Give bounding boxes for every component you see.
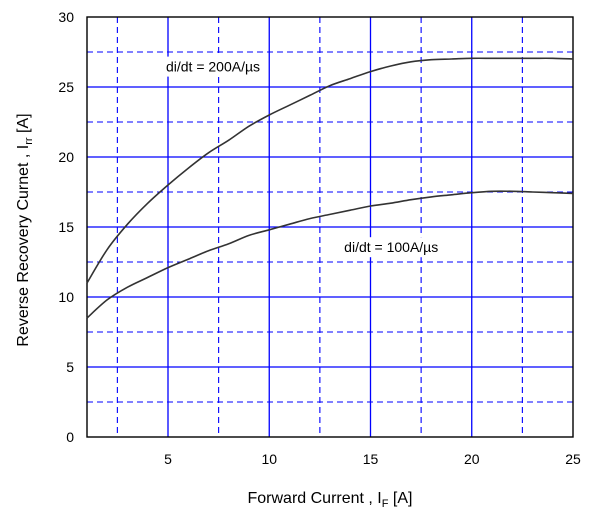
plot-frame <box>86 16 574 438</box>
annotations: di/dt = 200A/µs di/dt = 100A/µs <box>161 56 443 258</box>
y-tick-label: 20 <box>58 149 74 165</box>
y-axis-label: Reverse Recovery Curnet , Irr [A] <box>15 113 35 346</box>
x-tick-label: 15 <box>363 451 379 467</box>
y-tick-label: 25 <box>58 79 74 95</box>
x-tick-label: 25 <box>565 451 581 467</box>
x-tick-label: 10 <box>261 451 277 467</box>
y-tick-label: 30 <box>58 9 74 25</box>
series-line-2 <box>86 190 574 319</box>
tick-labels: 5 10 15 20 25 0 5 10 15 20 25 30 <box>58 9 581 467</box>
y-tick-label: 0 <box>66 429 74 445</box>
series-line-1 <box>86 57 574 284</box>
x-axis-label-subscript: F <box>382 498 389 510</box>
annotation-label-2: di/dt = 100A/µs <box>344 239 438 255</box>
x-tick-label: 20 <box>464 451 480 467</box>
major-grid <box>87 17 573 437</box>
x-tick-label: 5 <box>164 451 172 467</box>
y-tick-label: 10 <box>58 289 74 305</box>
x-axis-label: Forward Current , IF [A] <box>247 490 412 510</box>
annotation-background <box>340 237 443 258</box>
curves <box>86 57 574 319</box>
annotation-label-1: di/dt = 200A/µs <box>166 59 260 75</box>
annotation-background <box>161 56 265 77</box>
y-tick-label: 15 <box>58 219 74 235</box>
y-axis-label-subscript: rr <box>23 137 35 145</box>
y-tick-label: 5 <box>66 359 74 375</box>
